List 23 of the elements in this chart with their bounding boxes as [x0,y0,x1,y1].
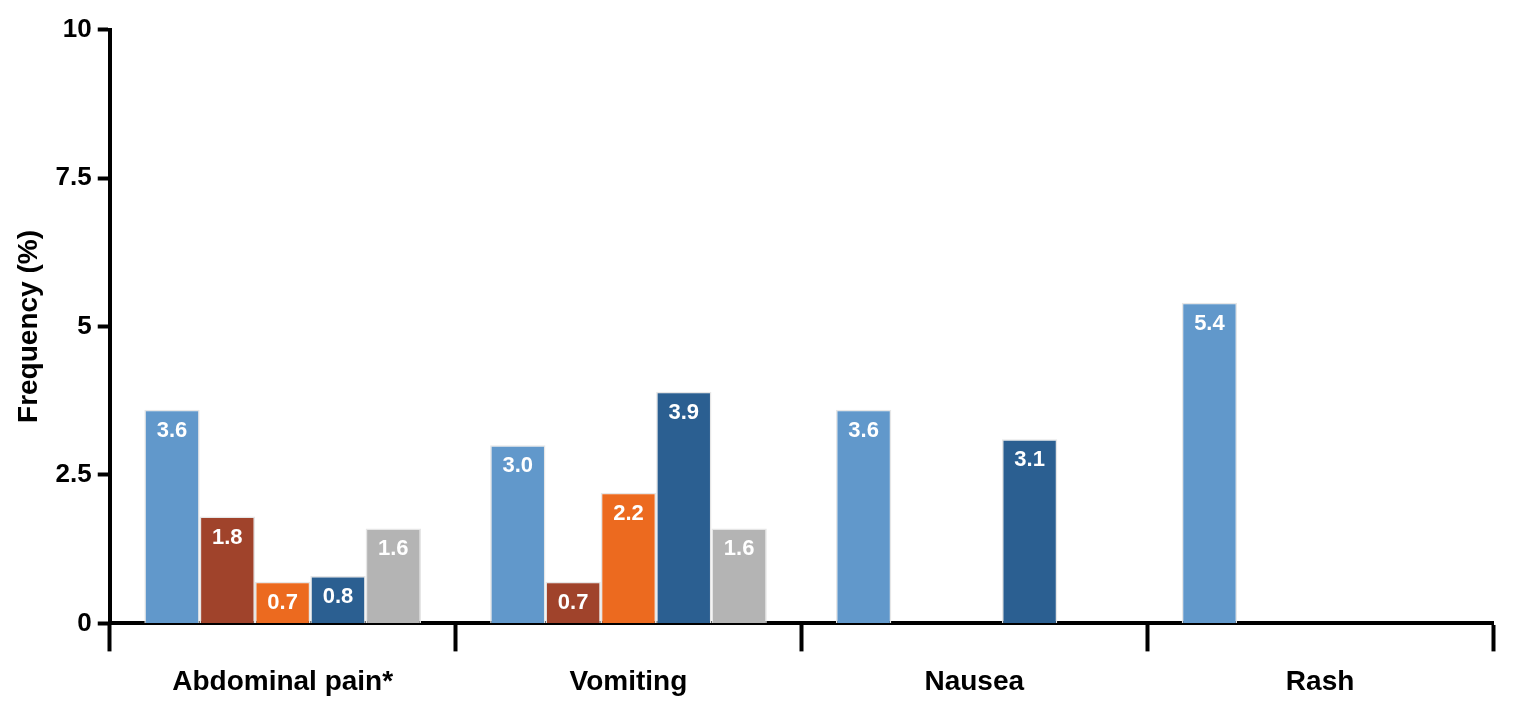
y-tick-label: 7.5 [55,161,92,192]
x-tick-label: Abdominal pain* [172,664,394,696]
x-tick-label: Rash [1285,664,1355,696]
data-label: 1.6 [378,535,409,561]
data-label: 5.4 [1194,309,1226,335]
data-label: 3.6 [848,416,879,442]
y-tick-label: 0 [77,606,92,637]
data-label: 0.7 [557,588,589,614]
data-label: 3.9 [668,398,700,424]
data-label: 2.2 [613,499,644,525]
data-label: 1.6 [723,535,755,561]
data-label: 3.6 [156,416,188,442]
data-label: 1.8 [212,523,243,549]
y-tick-label: 2.5 [55,458,92,489]
data-label: 3.0 [502,452,534,478]
y-tick-label: 5 [77,309,92,340]
data-label: 3.1 [1014,446,1045,472]
x-tick-label: Nausea [924,664,1025,696]
y-axis-title: Frequency (%) [11,230,43,423]
data-label: 0.7 [267,588,298,614]
data-label: 0.8 [322,582,354,608]
x-tick-label: Vomiting [569,664,688,696]
y-tick-label: 10 [62,12,92,43]
